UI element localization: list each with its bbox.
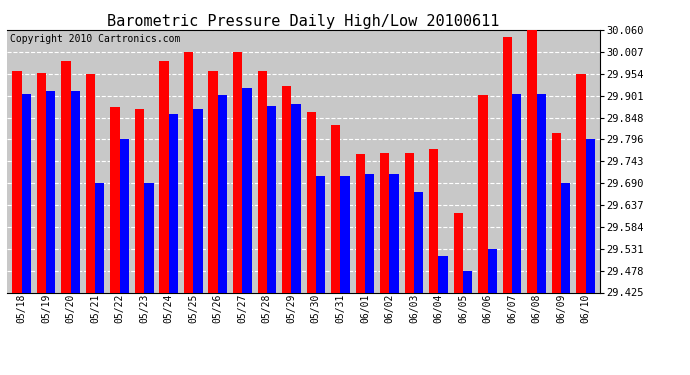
Bar: [135, 108, 144, 292]
Bar: [389, 174, 399, 292]
Bar: [453, 213, 463, 292]
Bar: [218, 95, 227, 292]
Bar: [21, 94, 31, 292]
Bar: [46, 91, 55, 292]
Bar: [306, 112, 316, 292]
Bar: [193, 108, 203, 292]
Bar: [257, 71, 267, 292]
Bar: [119, 139, 129, 292]
Bar: [561, 183, 571, 292]
Bar: [527, 28, 537, 292]
Title: Barometric Pressure Daily High/Low 20100611: Barometric Pressure Daily High/Low 20100…: [108, 14, 500, 29]
Bar: [233, 52, 242, 292]
Text: Copyright 2010 Cartronics.com: Copyright 2010 Cartronics.com: [10, 34, 180, 44]
Bar: [61, 61, 70, 292]
Bar: [404, 153, 414, 292]
Bar: [169, 114, 178, 292]
Bar: [110, 107, 119, 292]
Bar: [365, 174, 374, 292]
Bar: [282, 86, 291, 292]
Bar: [95, 183, 104, 292]
Bar: [242, 88, 252, 292]
Bar: [478, 95, 488, 292]
Bar: [70, 91, 80, 292]
Bar: [552, 132, 561, 292]
Bar: [86, 74, 95, 292]
Bar: [316, 176, 325, 292]
Bar: [291, 104, 301, 292]
Bar: [512, 94, 522, 292]
Bar: [503, 38, 512, 292]
Bar: [12, 71, 21, 292]
Bar: [331, 125, 340, 292]
Bar: [537, 94, 546, 292]
Bar: [380, 153, 389, 292]
Bar: [37, 74, 46, 292]
Bar: [208, 70, 218, 292]
Bar: [463, 271, 472, 292]
Bar: [340, 176, 350, 292]
Bar: [429, 149, 438, 292]
Bar: [576, 74, 586, 292]
Bar: [438, 256, 448, 292]
Bar: [144, 183, 154, 292]
Bar: [355, 154, 365, 292]
Bar: [586, 139, 595, 292]
Bar: [159, 61, 169, 292]
Bar: [414, 192, 423, 292]
Bar: [267, 106, 276, 292]
Bar: [488, 249, 497, 292]
Bar: [184, 52, 193, 292]
